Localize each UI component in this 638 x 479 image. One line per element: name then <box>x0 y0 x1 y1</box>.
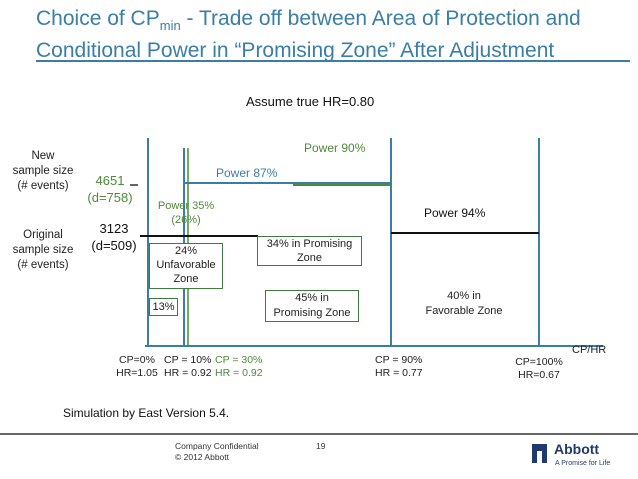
promising-zone-34-line1: 34% in Promising <box>266 238 353 250</box>
promising-zone-34-box: 34% in Promising Zone <box>257 236 362 266</box>
new-sample-label-line2: sample size <box>12 165 74 177</box>
unfavorable-zone-line1: 24% <box>174 245 198 257</box>
footer-divider <box>0 433 638 435</box>
cp90-label: CP = 90% HR = 0.77 <box>375 354 423 380</box>
power-35-line1: Power 35% <box>157 200 215 212</box>
cp0-label-line1: CP=0% <box>119 354 155 366</box>
cp0-label-line2: HR=1.05 <box>116 367 158 379</box>
slide-title: Choice of CPmin - Trade off between Area… <box>36 6 632 63</box>
cp30-label-line2: HR = 0.92 <box>215 367 263 379</box>
title-line1-post: - Trade off between Area of Protection a… <box>180 7 581 30</box>
orig-sample-events: (d=509) <box>91 238 137 253</box>
power-94-label: Power 94% <box>424 206 486 220</box>
copyright-text: © 2012 Abbott <box>175 452 230 462</box>
new-sample-value: 4651 (d=758) <box>82 172 138 206</box>
new-sample-label: New sample size (# events) <box>0 149 86 194</box>
orig-sample-label-line3: (# events) <box>17 259 69 271</box>
cp10-label-line1: CP = 10% <box>164 354 212 366</box>
unfavorable-zone-line3: Zone <box>173 273 199 285</box>
small-zone-box: 13% <box>149 298 178 316</box>
footer-confidential: Company Confidential © 2012 Abbott <box>175 441 259 463</box>
unfavorable-zone-line2: Unfavorable <box>156 259 216 271</box>
title-divider <box>36 60 630 62</box>
cp30-label-line1: CP = 30% <box>215 354 263 366</box>
cp90-label-line2: HR = 0.77 <box>375 367 423 379</box>
logo-wordmark: Abbott <box>554 441 600 457</box>
title-subscript: min <box>159 18 181 34</box>
orig-sample-value: 3123 (d=509) <box>86 220 142 254</box>
new-sample-label-line1: New <box>31 150 55 162</box>
orig-sample-number: 3123 <box>99 221 129 236</box>
cp10-label-line2: HR = 0.92 <box>164 367 212 379</box>
power-35-label: Power 35% (26%) <box>150 199 222 227</box>
cp30-label: CP = 30% HR = 0.92 <box>215 354 263 380</box>
power-87-label: Power 87% <box>216 166 278 180</box>
orig-sample-label: Original sample size (# events) <box>0 228 86 273</box>
cp100-label-line2: HR=0.67 <box>518 369 560 381</box>
new-sample-number: 4651 <box>95 173 125 188</box>
x-axis-label: CP/HR <box>572 344 607 356</box>
logo-tagline: A Promise for Life <box>555 460 611 467</box>
promising-zone-45-line2: Promising Zone <box>273 307 351 319</box>
favorable-zone-label: 40% in Favorable Zone <box>412 289 516 319</box>
power-35-line2: (26%) <box>171 214 201 226</box>
abbott-logo: Abbott A Promise for Life <box>530 441 630 473</box>
assumption-text: Assume true HR=0.80 <box>246 94 375 109</box>
promising-zone-45-line1: 45% in <box>295 292 329 304</box>
cp90-label-line1: CP = 90% <box>375 354 423 366</box>
cp100-label: CP=100% HR=0.67 <box>510 356 568 382</box>
unfavorable-zone-box: 24% Unfavorable Zone <box>149 243 223 289</box>
cp10-label: CP = 10% HR = 0.92 <box>164 354 212 380</box>
title-line1-pre: Choice of CP <box>36 7 160 30</box>
simulation-note: Simulation by East Version 5.4. <box>63 406 230 420</box>
page-number: 19 <box>316 441 326 451</box>
orig-sample-label-line1: Original <box>23 229 63 241</box>
confidential-text: Company Confidential <box>175 441 259 451</box>
new-sample-events: (d=758) <box>87 190 133 205</box>
cp0-label: CP=0% HR=1.05 <box>112 354 162 380</box>
title-line2: Conditional Power in “Promising Zone” Af… <box>36 39 555 63</box>
cp100-label-line1: CP=100% <box>515 356 563 368</box>
promising-zone-34-line2: Zone <box>296 252 323 264</box>
power-90-label: Power 90% <box>304 141 366 155</box>
orig-sample-label-line2: sample size <box>12 244 74 256</box>
promising-zone-45-box: 45% in Promising Zone <box>265 290 359 322</box>
favorable-zone-line1: 40% in <box>447 290 481 302</box>
abbott-logo-icon <box>532 444 547 463</box>
new-sample-label-line3: (# events) <box>17 180 69 192</box>
favorable-zone-line2: Favorable Zone <box>425 305 503 317</box>
